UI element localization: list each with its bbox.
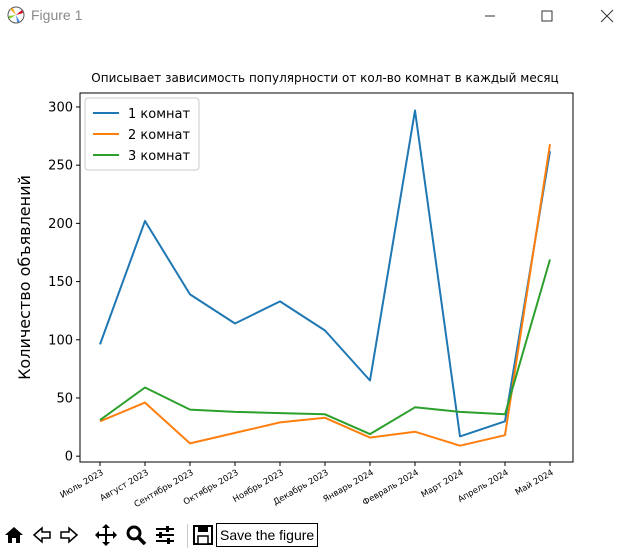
save-button[interactable]: [191, 523, 215, 547]
forward-arrow-icon: [60, 526, 79, 544]
back-arrow-icon: [32, 526, 51, 544]
y-tick-label: 0: [65, 450, 73, 465]
back-button[interactable]: [30, 523, 54, 547]
minimize-button[interactable]: [467, 0, 513, 32]
y-tick-label: 100: [48, 333, 73, 348]
x-tick-label: Апрель 2024: [456, 468, 510, 505]
legend-label: 2 комнат: [128, 128, 190, 143]
matplotlib-app-icon: [7, 6, 25, 24]
y-tick-label: 50: [56, 391, 73, 406]
series-line-2: [99, 144, 551, 447]
y-tick-label: 200: [48, 217, 73, 232]
pan-button[interactable]: [94, 523, 118, 547]
home-icon: [5, 527, 23, 543]
legend-label: 1 комнат: [128, 107, 190, 122]
navigation-toolbar: Save the figure: [0, 514, 632, 552]
series-line-1: [99, 109, 551, 438]
legend-box: [84, 97, 200, 171]
series-line-3: [99, 259, 551, 436]
maximize-icon: [541, 10, 553, 22]
home-button[interactable]: [2, 523, 26, 547]
figure-canvas[interactable]: Описывает зависимость популярности от ко…: [0, 32, 632, 514]
save-icon: [193, 525, 213, 545]
zoom-icon: [126, 525, 147, 546]
zoom-button[interactable]: [124, 523, 148, 547]
chart-title: Описывает зависимость популярности от ко…: [91, 71, 558, 85]
series-lines: [99, 109, 551, 447]
y-tick-label: 300: [48, 100, 73, 115]
plot-frame: [79, 92, 574, 463]
forward-button[interactable]: [57, 523, 81, 547]
maximize-button[interactable]: [524, 0, 570, 32]
y-tick-label: 150: [48, 275, 73, 290]
y-tick-label: 250: [48, 159, 73, 174]
legend-label: 3 комнат: [128, 149, 190, 164]
y-axis-label: Количество объявлений: [15, 175, 34, 380]
legend: 1 комнат 2 комнат 3 комнат: [84, 97, 200, 171]
toolbar-message: Save the figure: [216, 523, 319, 547]
pan-icon: [95, 524, 117, 546]
close-icon: [600, 9, 614, 23]
toolbar-separator: [187, 524, 188, 548]
subplots-button[interactable]: [153, 523, 177, 547]
window-title: Figure 1: [31, 7, 83, 23]
minimize-icon: [485, 15, 495, 17]
subplots-icon: [156, 526, 174, 544]
line-chart: Описывает зависимость популярности от ко…: [15, 71, 574, 510]
x-tick-label: Май 2024: [514, 468, 556, 498]
close-button[interactable]: [584, 0, 630, 32]
window-titlebar: Figure 1: [0, 0, 632, 32]
